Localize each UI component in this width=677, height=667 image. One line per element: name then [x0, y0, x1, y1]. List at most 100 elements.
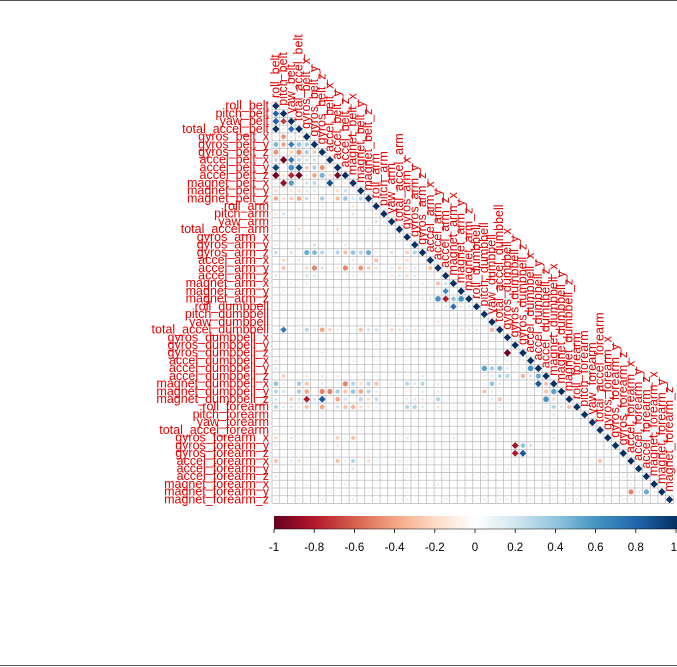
- diagonal-marker-magnet_dumbbell_z: [565, 395, 573, 403]
- correlation-mark: [296, 381, 302, 386]
- correlation-mark: [344, 181, 347, 185]
- color-scale-tick-label: -0.6: [344, 542, 364, 554]
- correlation-mark: [328, 197, 332, 200]
- column-label: yaw_belt: [284, 64, 298, 114]
- correlation-mark: [591, 428, 594, 432]
- correlation-mark: [273, 381, 279, 387]
- column-label: gyros_forearm_z: [616, 352, 630, 446]
- diagonal-marker-total_accel_dumbbell: [496, 326, 504, 334]
- correlation-mark: [606, 452, 609, 455]
- row-label: magnet_arm_x: [186, 276, 270, 290]
- correlation-mark: [405, 351, 409, 355]
- correlation-mark: [444, 281, 448, 286]
- correlation-mark: [375, 313, 378, 316]
- correlation-mark: [551, 404, 556, 409]
- correlation-mark: [637, 482, 640, 486]
- correlation-mark: [529, 498, 532, 501]
- correlation-mark: [591, 475, 594, 478]
- correlation-mark: [273, 196, 279, 201]
- correlation-mark: [342, 265, 348, 271]
- correlation-mark: [282, 382, 285, 386]
- correlation-mark: [452, 405, 455, 409]
- correlation-mark: [375, 282, 378, 285]
- column-label: gyros_arm_x: [400, 156, 414, 229]
- correlation-mark: [335, 436, 340, 440]
- correlation-mark: [374, 297, 378, 301]
- correlation-mark: [358, 397, 363, 402]
- correlation-mark: [274, 250, 278, 255]
- correlation-mark: [297, 367, 301, 370]
- diagonal-marker-accel_dumbbell_y: [534, 364, 543, 373]
- row-label: pitch_forearm: [193, 407, 269, 421]
- column-label: accel_arm_y: [430, 189, 444, 261]
- correlation-mark: [413, 444, 416, 447]
- correlation-mark: [297, 498, 301, 501]
- diagonal-marker-pitch_arm: [380, 210, 388, 218]
- correlation-mark: [280, 179, 288, 187]
- correlation-mark: [351, 189, 355, 192]
- correlation-mark: [297, 289, 301, 293]
- correlation-mark: [390, 320, 393, 324]
- correlation-mark: [568, 482, 571, 486]
- diagonal-marker-magnet_dumbbell_x: [550, 380, 558, 388]
- correlation-mark: [543, 396, 549, 403]
- correlation-mark: [288, 180, 294, 186]
- correlation-mark: [483, 344, 486, 347]
- diagonal-marker-total_accel_belt: [295, 125, 303, 133]
- correlation-mark: [390, 266, 394, 270]
- column-label: magnet_dumbbell_x: [546, 263, 560, 376]
- correlation-mark: [274, 374, 278, 378]
- correlation-mark: [290, 490, 293, 494]
- color-scale-tick-label: 1: [671, 542, 677, 554]
- diagonal-marker-yaw_arm: [387, 217, 396, 226]
- color-scale-tick-label: 0: [472, 542, 478, 554]
- correlation-mark: [328, 490, 332, 494]
- diagonal-marker-roll_dumbbell: [472, 302, 481, 311]
- correlation-mark: [313, 475, 316, 478]
- correlation-mark: [591, 490, 594, 494]
- correlation-mark: [442, 295, 450, 303]
- correlation-mark: [529, 382, 532, 385]
- row-label: accel_arm_x: [198, 253, 270, 267]
- correlation-mark: [398, 282, 401, 285]
- correlation-mark: [359, 428, 362, 432]
- correlation-mark: [312, 397, 317, 401]
- row-label: magnet_dumbbell_y: [156, 384, 269, 398]
- correlation-mark: [328, 220, 332, 223]
- correlation-mark: [295, 164, 303, 172]
- correlation-mark: [483, 475, 486, 478]
- column-label: gyros_forearm_y: [608, 343, 622, 438]
- correlation-mark: [490, 359, 494, 362]
- correlation-mark: [321, 182, 324, 185]
- diagonal-marker-total_accel_forearm: [596, 426, 604, 434]
- correlation-mark: [366, 459, 371, 463]
- correlation-mark: [428, 265, 433, 270]
- correlation-mark: [421, 274, 424, 277]
- correlation-mark: [398, 359, 401, 362]
- correlation-mark: [366, 328, 371, 332]
- correlation-mark: [567, 404, 572, 409]
- correlation-mark: [274, 498, 278, 501]
- correlation-mark: [560, 397, 563, 401]
- correlation-mark: [421, 297, 424, 301]
- correlation-mark: [321, 444, 324, 447]
- correlation-mark: [405, 482, 409, 486]
- correlation-mark: [375, 459, 378, 463]
- correlation-mark: [289, 405, 293, 409]
- correlation-mark: [660, 498, 664, 501]
- correlation-mark: [351, 359, 355, 362]
- diagonal-marker-accel_forearm_x: [627, 457, 635, 465]
- correlation-mark: [552, 413, 556, 417]
- correlation-mark: [421, 405, 424, 409]
- column-label: roll_forearm: [569, 332, 583, 399]
- correlation-mark: [421, 328, 424, 332]
- correlation-mark: [344, 482, 347, 486]
- correlation-mark: [289, 189, 293, 193]
- correlation-mark: [297, 189, 301, 193]
- correlation-mark: [272, 164, 280, 172]
- correlation-mark: [304, 165, 309, 170]
- correlation-mark: [436, 390, 440, 393]
- correlation-mark: [351, 204, 355, 208]
- correlation-mark: [498, 459, 501, 463]
- correlation-mark: [413, 328, 417, 332]
